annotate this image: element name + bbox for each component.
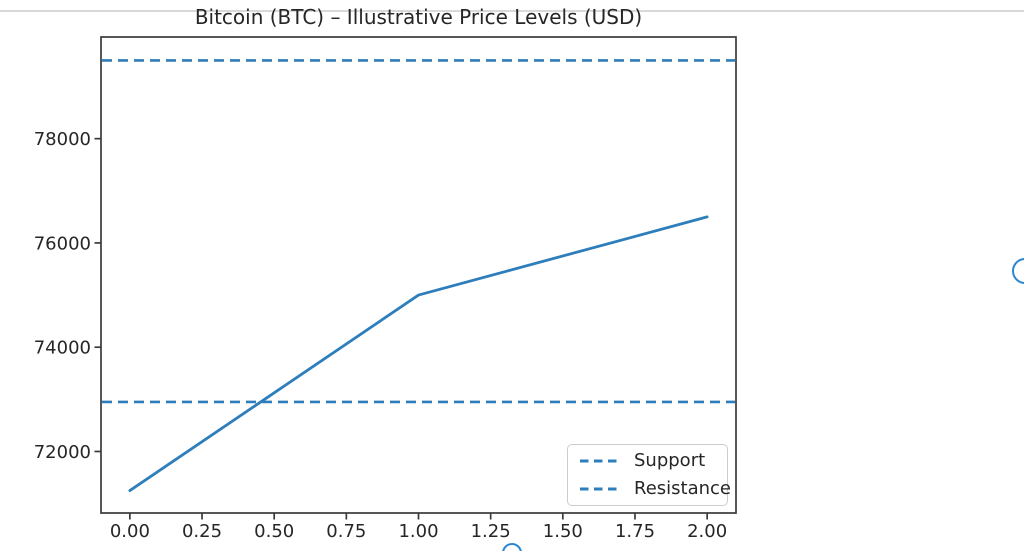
dashed-line-icon: [580, 487, 622, 491]
window-divider: [0, 10, 1024, 12]
y-tick-label: 72000: [34, 442, 91, 463]
x-tick-label: 1.75: [615, 521, 655, 542]
y-tick-label: 74000: [34, 338, 91, 359]
x-tick-label: 1.00: [398, 521, 438, 542]
y-tick-label: 78000: [34, 129, 91, 150]
legend-label-resistance: Resistance: [634, 477, 731, 499]
x-tick-label: 0.00: [110, 521, 150, 542]
chart-title: Bitcoin (BTC) – Illustrative Price Level…: [194, 5, 643, 29]
legend-entry-support: Support: [568, 448, 727, 474]
x-tick-label: 2.00: [687, 521, 727, 542]
dashed-line-icon: [580, 459, 622, 463]
legend-label-support: Support: [634, 450, 706, 472]
axes-spines: [100, 36, 737, 514]
x-tick-label: 0.25: [182, 521, 222, 542]
legend: Support Resistance: [567, 444, 731, 506]
price-line: [128, 215, 709, 492]
x-tick-label: 0.75: [326, 521, 366, 542]
x-tick-label: 1.25: [471, 521, 511, 542]
legend-entry-resistance: Resistance: [568, 476, 731, 502]
x-tick-label: 0.50: [254, 521, 294, 542]
y-tick-label: 76000: [34, 233, 91, 254]
x-tick-label: 1.50: [543, 521, 583, 542]
